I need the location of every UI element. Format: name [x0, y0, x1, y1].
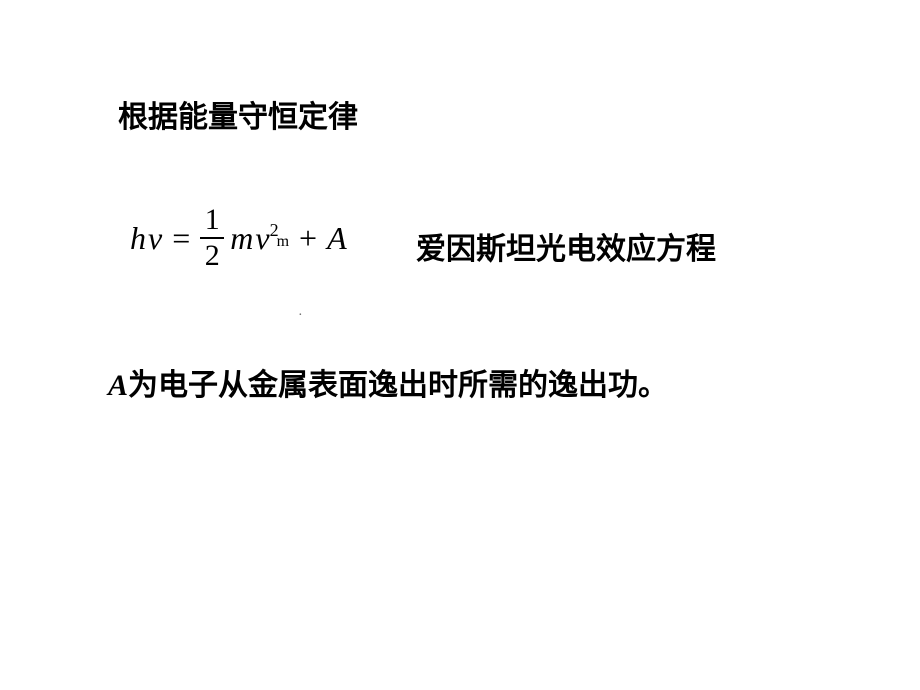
photoelectric-equation: h ν = 1 2 m v 2 m + A	[130, 205, 347, 271]
work-function-description: A为电子从金属表面逸出时所需的逸出功。	[108, 360, 668, 404]
equation-label: 爱因斯坦光电效应方程	[416, 224, 716, 268]
equation-v: v	[255, 220, 269, 257]
description-text: 为电子从金属表面逸出时所需的逸出功。	[128, 369, 668, 402]
center-dot: ·	[298, 308, 303, 324]
equation-A: A	[327, 220, 347, 257]
equation-nu: ν	[148, 220, 162, 257]
equation-m: m	[230, 220, 253, 257]
equation-subscript: m	[277, 233, 289, 251]
fraction-denominator: 2	[205, 241, 220, 271]
equation-plus: +	[299, 220, 317, 257]
heading-energy-conservation: 根据能量守恒定律	[118, 92, 358, 136]
fraction-numerator: 1	[205, 205, 220, 235]
equation-h: h	[130, 220, 146, 257]
equation-equals: =	[172, 220, 190, 257]
equation-fraction: 1 2	[200, 205, 224, 271]
description-A: A	[108, 369, 128, 402]
